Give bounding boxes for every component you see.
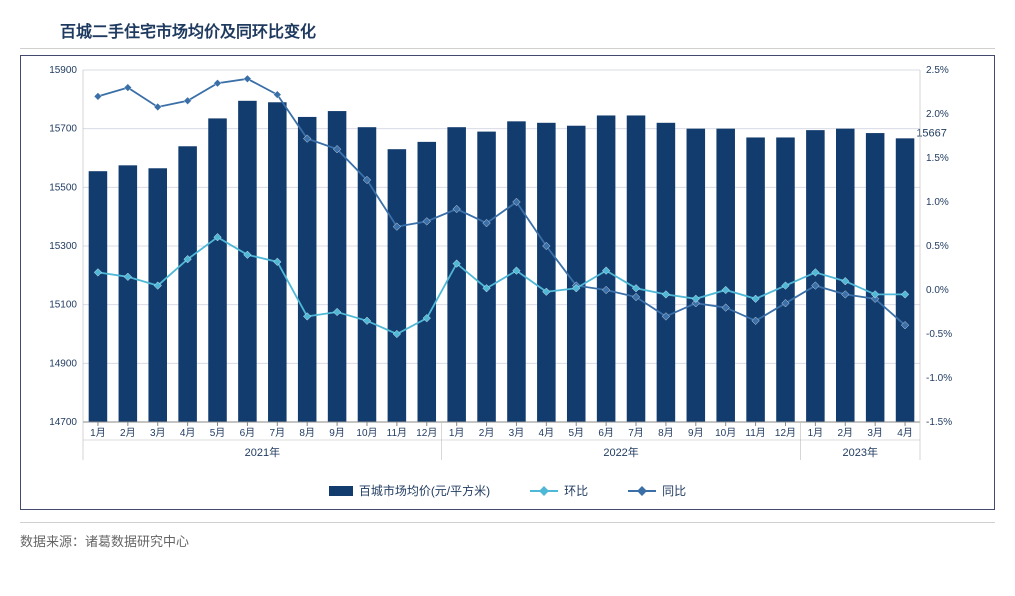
svg-text:1.0%: 1.0% xyxy=(926,197,949,208)
svg-text:-1.5%: -1.5% xyxy=(926,417,952,428)
svg-text:3月: 3月 xyxy=(867,427,883,439)
svg-text:-0.5%: -0.5% xyxy=(926,329,952,340)
svg-text:10月: 10月 xyxy=(356,427,377,439)
svg-text:15300: 15300 xyxy=(49,241,77,252)
svg-text:2.5%: 2.5% xyxy=(926,65,949,76)
legend-yoy-item: 同比 xyxy=(628,482,686,499)
svg-text:6月: 6月 xyxy=(240,427,256,439)
legend-mom-label: 环比 xyxy=(564,482,588,499)
svg-text:2023年: 2023年 xyxy=(842,445,877,459)
svg-text:2月: 2月 xyxy=(837,427,853,439)
svg-text:15500: 15500 xyxy=(49,182,77,193)
svg-text:7月: 7月 xyxy=(270,427,286,439)
svg-text:1.5%: 1.5% xyxy=(926,153,949,164)
legend-bar-item: 百城市场均价(元/平方米) xyxy=(329,482,490,499)
chart-title: 百城二手住宅市场均价及同环比变化 xyxy=(20,10,995,49)
svg-text:14700: 14700 xyxy=(49,417,77,428)
data-source: 数据来源：诸葛数据研究中心 xyxy=(20,522,995,550)
svg-text:4月: 4月 xyxy=(897,427,913,439)
svg-text:1月: 1月 xyxy=(449,427,465,439)
svg-text:-1.0%: -1.0% xyxy=(926,373,952,384)
svg-text:1月: 1月 xyxy=(808,427,824,439)
svg-text:12月: 12月 xyxy=(775,427,796,439)
svg-text:8月: 8月 xyxy=(658,427,674,439)
svg-text:9月: 9月 xyxy=(329,427,345,439)
svg-text:2月: 2月 xyxy=(120,427,136,439)
svg-text:10月: 10月 xyxy=(715,427,736,439)
svg-text:15100: 15100 xyxy=(49,300,77,311)
svg-text:15667: 15667 xyxy=(916,127,947,139)
svg-text:8月: 8月 xyxy=(299,427,315,439)
svg-text:0.0%: 0.0% xyxy=(926,285,949,296)
svg-text:3月: 3月 xyxy=(150,427,166,439)
legend: 百城市场均价(元/平方米) 环比 同比 xyxy=(21,476,994,509)
svg-text:9月: 9月 xyxy=(688,427,704,439)
svg-text:12月: 12月 xyxy=(416,427,437,439)
svg-text:2.0%: 2.0% xyxy=(926,109,949,120)
svg-text:5月: 5月 xyxy=(568,427,584,439)
chart-svg: 14700 14900 15100 15300 15500 15700 15900 -1.5%… xyxy=(21,56,976,476)
legend-mom-swatch xyxy=(530,490,558,492)
svg-text:11月: 11月 xyxy=(745,427,765,439)
svg-text:2月: 2月 xyxy=(479,427,495,439)
svg-text:2022年: 2022年 xyxy=(603,445,638,459)
svg-text:4月: 4月 xyxy=(180,427,196,439)
svg-text:14900: 14900 xyxy=(49,358,77,369)
svg-text:15700: 15700 xyxy=(49,124,77,135)
legend-yoy-label: 同比 xyxy=(662,482,686,499)
legend-bar-label: 百城市场均价(元/平方米) xyxy=(359,482,490,499)
legend-mom-item: 环比 xyxy=(530,482,588,499)
svg-text:3月: 3月 xyxy=(509,427,525,439)
legend-yoy-swatch xyxy=(628,490,656,492)
chart-container: 14700 14900 15100 15300 15500 15700 15900 -1.5%… xyxy=(20,55,995,510)
svg-text:15900: 15900 xyxy=(49,65,77,76)
svg-text:5月: 5月 xyxy=(210,427,226,439)
svg-text:6月: 6月 xyxy=(598,427,614,439)
svg-text:1月: 1月 xyxy=(90,427,106,439)
svg-text:2021年: 2021年 xyxy=(245,445,280,459)
svg-text:11月: 11月 xyxy=(387,427,407,439)
legend-bar-swatch xyxy=(329,486,353,496)
svg-text:7月: 7月 xyxy=(628,427,644,439)
svg-text:4月: 4月 xyxy=(539,427,555,439)
svg-text:0.5%: 0.5% xyxy=(926,241,949,252)
